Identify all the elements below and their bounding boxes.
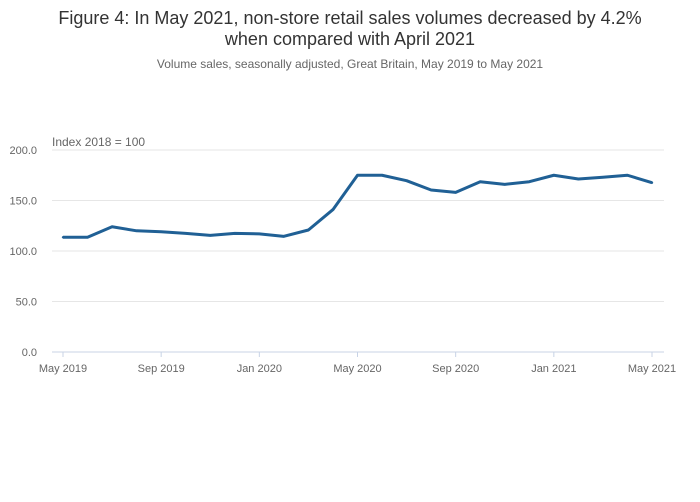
data-point bbox=[577, 177, 580, 181]
data-point bbox=[331, 208, 335, 211]
data-point bbox=[479, 180, 482, 183]
x-tick-label: May 2021 bbox=[628, 363, 676, 375]
y-axis-label: Index 2018 = 100 bbox=[52, 135, 145, 149]
series-line bbox=[63, 173, 653, 239]
data-point bbox=[503, 183, 506, 186]
data-point bbox=[650, 181, 654, 184]
x-tick-label: May 2020 bbox=[333, 363, 381, 375]
y-tick-label: 100.0 bbox=[9, 246, 37, 258]
data-point bbox=[159, 230, 163, 234]
data-point bbox=[601, 176, 605, 179]
data-point bbox=[528, 180, 531, 183]
data-point bbox=[258, 232, 261, 236]
data-point bbox=[307, 228, 310, 232]
data-point bbox=[61, 236, 65, 239]
data-point bbox=[405, 179, 408, 182]
x-tick-label: May 2019 bbox=[39, 363, 87, 375]
data-point bbox=[380, 174, 384, 177]
x-tick-label: Sep 2019 bbox=[138, 363, 185, 375]
x-tick-label: Jan 2021 bbox=[531, 363, 576, 375]
y-tick-label: 200.0 bbox=[9, 145, 37, 157]
data-point bbox=[356, 174, 359, 177]
chart-title-line2: when compared with April 2021 bbox=[224, 29, 476, 49]
y-tick-label: 0.0 bbox=[22, 347, 37, 359]
data-point bbox=[86, 236, 89, 239]
data-point bbox=[135, 229, 138, 232]
data-point bbox=[110, 225, 114, 228]
data-point bbox=[184, 232, 187, 235]
y-tick-label: 50.0 bbox=[16, 297, 37, 309]
data-point bbox=[552, 174, 556, 177]
x-tick-label: Sep 2020 bbox=[432, 363, 479, 375]
data-point bbox=[282, 235, 286, 238]
data-point bbox=[429, 188, 433, 192]
chart-title-line1: Figure 4: In May 2021, non-store retail … bbox=[58, 8, 642, 28]
y-tick-label: 150.0 bbox=[9, 196, 37, 208]
data-point bbox=[209, 234, 212, 237]
data-point bbox=[233, 232, 236, 235]
data-point bbox=[626, 174, 629, 177]
data-point bbox=[454, 191, 457, 194]
chart-subtitle: Volume sales, seasonally adjusted, Great… bbox=[156, 57, 544, 71]
x-tick-label: Jan 2020 bbox=[237, 363, 282, 375]
